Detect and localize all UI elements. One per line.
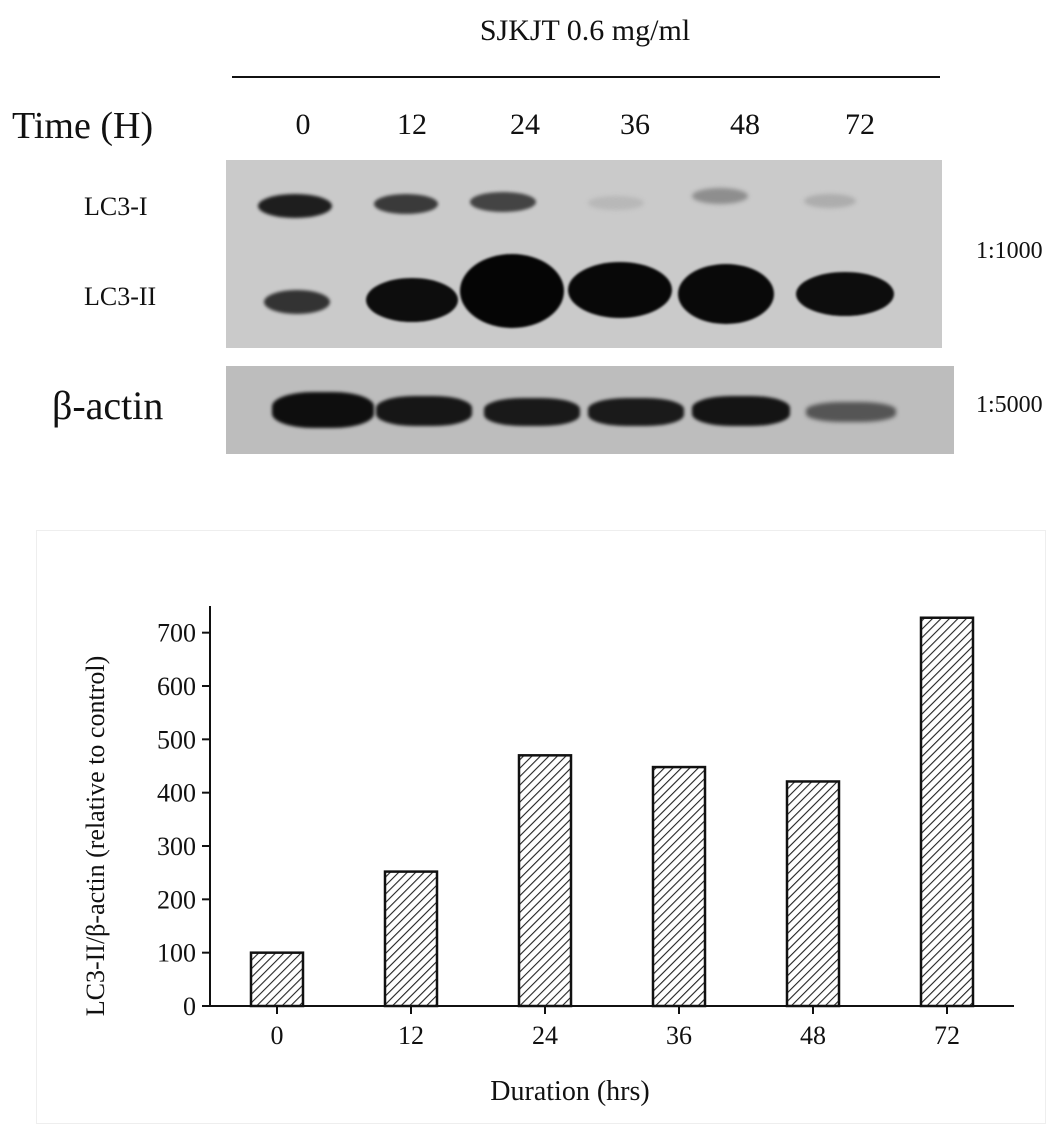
actin-band-48 bbox=[692, 396, 790, 426]
actin-band-72 bbox=[806, 402, 896, 422]
y-axis-label: LC3-II/β-actin (relative to control) bbox=[81, 656, 110, 1016]
time-point-24: 24 bbox=[510, 108, 540, 141]
x-tick-label: 12 bbox=[398, 1021, 424, 1050]
lc3-dilution-label: 1:1000 bbox=[976, 238, 1043, 264]
y-tick-label: 600 bbox=[157, 672, 196, 701]
treatment-bracket-line bbox=[232, 76, 940, 78]
lc3-i-band-0 bbox=[258, 194, 332, 218]
y-tick-label: 300 bbox=[157, 832, 196, 861]
bar-12 bbox=[383, 870, 439, 1008]
lc3-ii-band-72 bbox=[796, 272, 894, 316]
lc3-ii-band-0 bbox=[264, 290, 330, 314]
lc3-i-band-72 bbox=[804, 194, 856, 208]
x-tick-label: 72 bbox=[934, 1021, 960, 1050]
lc3-ii-band-24 bbox=[460, 254, 564, 328]
actin-band-24 bbox=[484, 398, 580, 426]
time-point-0: 0 bbox=[295, 108, 311, 141]
actin-dilution-label: 1:5000 bbox=[976, 392, 1043, 418]
time-point-48: 48 bbox=[730, 108, 760, 141]
time-label: Time (H) bbox=[12, 105, 154, 147]
time-point-72: 72 bbox=[845, 108, 875, 141]
lc3-ii-band-12 bbox=[366, 278, 458, 322]
beta-actin-label: β-actin bbox=[52, 383, 164, 428]
treatment-label: SJKJT 0.6 mg/ml bbox=[479, 14, 691, 47]
y-tick-label: 100 bbox=[157, 939, 196, 968]
x-tick-label: 0 bbox=[271, 1021, 284, 1050]
y-tick-label: 400 bbox=[157, 779, 196, 808]
time-point-36: 36 bbox=[620, 108, 650, 141]
lc3-i-label: LC3-I bbox=[84, 192, 148, 221]
actin-band-12 bbox=[376, 396, 472, 426]
lc3-blot-image bbox=[226, 160, 942, 348]
lc3-ii-band-48 bbox=[678, 264, 774, 324]
bar-24 bbox=[517, 754, 573, 1008]
x-tick-label: 36 bbox=[666, 1021, 692, 1050]
bar-chart: 0 100 200 300 400 500 600 700 0 12 24 36 48 72 Durati… bbox=[81, 606, 1014, 1107]
lc3-ii-label: LC3-II bbox=[84, 282, 157, 311]
y-tick-label: 700 bbox=[157, 619, 196, 648]
lc3-i-band-36 bbox=[588, 196, 644, 210]
y-tick-label: 500 bbox=[157, 725, 196, 754]
x-tick-label: 48 bbox=[800, 1021, 826, 1050]
bar-36 bbox=[651, 765, 707, 1008]
actin-blot-image bbox=[226, 366, 954, 454]
lc3-i-band-12 bbox=[374, 194, 438, 214]
chart-frame bbox=[36, 530, 1046, 1124]
lc3-i-band-48 bbox=[692, 188, 748, 204]
actin-band-36 bbox=[588, 398, 684, 426]
bar-72 bbox=[919, 616, 975, 1008]
y-tick-label: 200 bbox=[157, 885, 196, 914]
time-point-12: 12 bbox=[397, 108, 427, 141]
lc3-ii-band-36 bbox=[568, 262, 672, 318]
x-axis-label: Duration (hrs) bbox=[490, 1076, 649, 1107]
bar-48 bbox=[785, 780, 841, 1008]
y-tick-label: 0 bbox=[183, 992, 196, 1021]
bar-0 bbox=[249, 951, 305, 1008]
lc3-i-band-24 bbox=[470, 192, 536, 212]
actin-band-0 bbox=[272, 392, 374, 428]
x-tick-label: 24 bbox=[532, 1021, 558, 1050]
